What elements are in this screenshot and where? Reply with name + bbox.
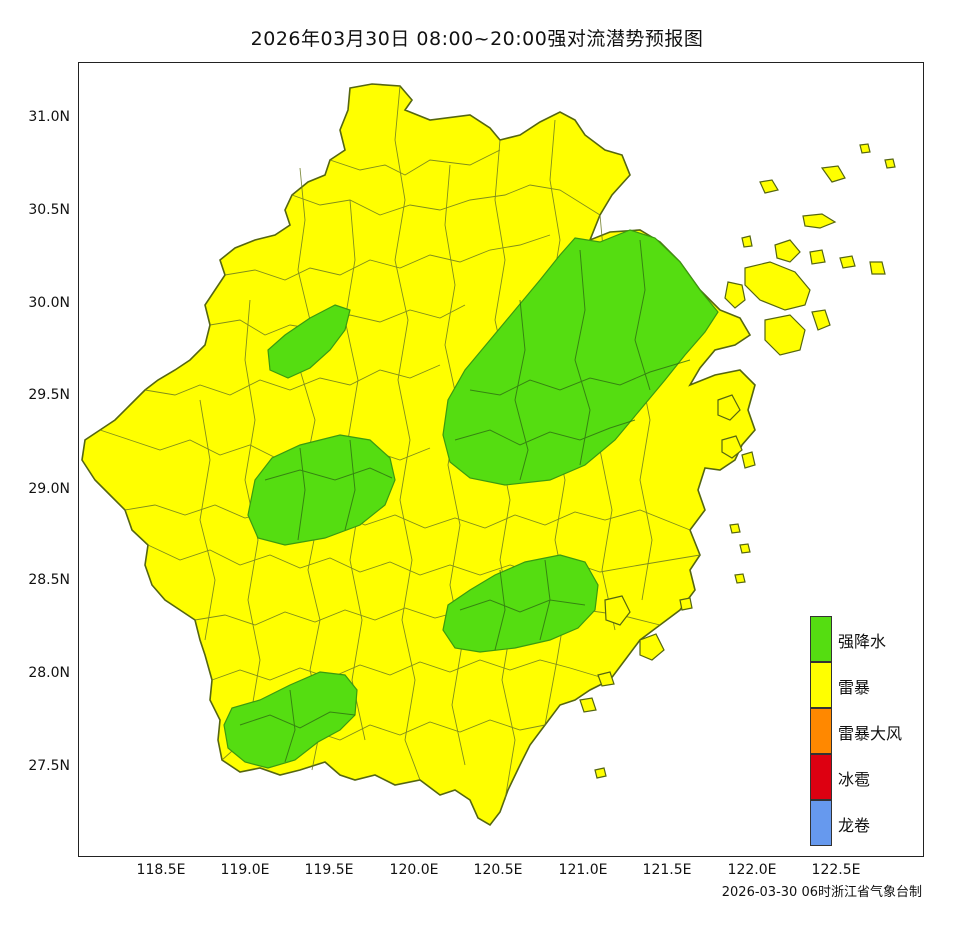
x-tick-label: 120.0E <box>389 862 439 878</box>
y-tick-label: 28.0N <box>28 665 70 681</box>
legend-label: 冰雹 <box>838 770 871 789</box>
legend-swatch <box>810 754 832 800</box>
x-tick-label: 121.5E <box>642 862 692 878</box>
y-tick-label: 29.5N <box>28 387 70 403</box>
x-tick-label: 122.5E <box>811 862 861 878</box>
y-tick-label: 30.0N <box>28 295 70 311</box>
legend-swatch <box>810 616 832 662</box>
legend-swatch <box>810 662 832 708</box>
x-tick-label: 120.5E <box>473 862 523 878</box>
heavy-rain-area-west-central <box>247 434 396 546</box>
heavy-rain-areas <box>223 229 719 769</box>
islands <box>579 143 896 779</box>
x-tick-label: 122.0E <box>727 862 777 878</box>
heavy-rain-area-northeast <box>442 229 719 486</box>
heavy-rain-county-lines <box>239 239 691 763</box>
y-tick-label: 30.5N <box>28 202 70 218</box>
legend-label: 强降水 <box>838 632 887 651</box>
legend-label: 雷暴大风 <box>838 724 903 743</box>
y-tick-label: 27.5N <box>28 758 70 774</box>
legend-label: 雷暴 <box>838 678 871 697</box>
y-tick-label: 31.0N <box>28 109 70 125</box>
heavy-rain-area-northwest <box>267 304 351 379</box>
legend-label: 龙卷 <box>838 816 871 835</box>
province-region-thunderstorm <box>81 83 756 827</box>
map-title: 2026年03月30日 08:00~20:00强对流潜势预报图 <box>250 28 704 50</box>
issuer-footer: 2026-03-30 06时浙江省气象台制 <box>721 885 922 900</box>
legend-swatch <box>810 800 832 846</box>
legend-swatch <box>810 708 832 754</box>
heavy-rain-area-southwest <box>223 671 358 769</box>
x-tick-label: 119.0E <box>220 862 270 878</box>
x-tick-label: 121.0E <box>558 862 608 878</box>
x-tick-label: 119.5E <box>304 862 354 878</box>
y-tick-label: 29.0N <box>28 481 70 497</box>
x-tick-label: 118.5E <box>136 862 186 878</box>
heavy-rain-area-south-central <box>442 554 599 653</box>
y-tick-label: 28.5N <box>28 572 70 588</box>
